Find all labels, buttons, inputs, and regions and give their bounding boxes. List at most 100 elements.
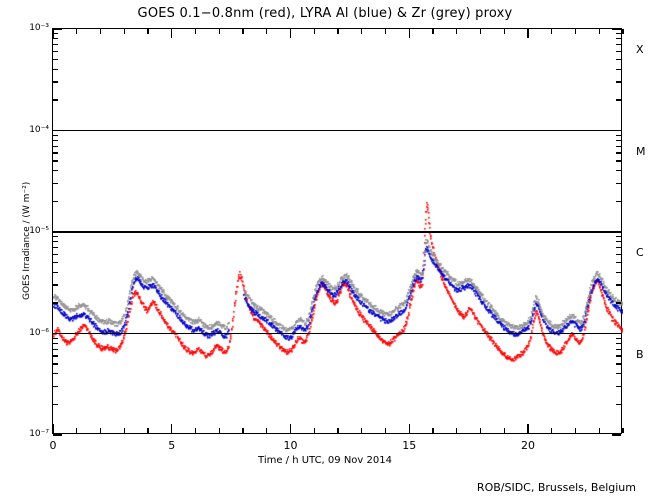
y-axis-label: GOES Irradiance / (W m⁻²) — [22, 181, 32, 300]
flare-class-label-m: M — [636, 144, 646, 158]
y-axis-tick — [53, 403, 58, 406]
x-axis-tick — [527, 424, 529, 433]
y-axis-tick — [616, 145, 621, 147]
x-axis-tick-label: 15 — [402, 439, 417, 452]
x-axis-tick — [527, 29, 529, 38]
y-axis-tick — [53, 38, 58, 40]
y-axis-tick — [53, 81, 58, 83]
y-axis-tick — [616, 247, 621, 249]
y-axis-tick — [616, 348, 621, 350]
y-axis-tick — [616, 253, 621, 256]
y-axis-tick — [616, 81, 621, 83]
y-axis-tick — [53, 58, 58, 61]
chart-title: GOES 0.1−0.8nm (red), LYRA Al (blue) & Z… — [137, 6, 513, 21]
x-axis-tick — [123, 428, 125, 433]
y-axis-tick — [53, 170, 58, 172]
y-axis-tick — [616, 403, 621, 406]
x-axis-tick — [99, 29, 102, 34]
x-axis-tick — [361, 29, 363, 34]
flare-class-label-c: C — [636, 246, 644, 260]
y-axis-tick — [616, 261, 621, 264]
x-axis-tick — [337, 428, 339, 433]
x-axis-tick — [479, 29, 482, 34]
y-axis-tick — [53, 182, 58, 185]
y-axis-tick — [616, 363, 621, 365]
x-axis-tick — [171, 29, 173, 38]
y-axis-tick — [616, 50, 621, 53]
x-axis-tick — [384, 29, 387, 34]
y-axis-tick — [53, 271, 58, 273]
x-axis-tick — [289, 424, 292, 433]
y-axis-tick-label: 10⁻⁴ — [29, 124, 49, 135]
x-axis-tick — [218, 29, 220, 34]
y-axis-tick-label: 10⁻⁶ — [29, 327, 49, 338]
y-axis-tick — [616, 160, 621, 162]
y-axis-tick — [53, 231, 62, 233]
y-axis-tick — [616, 99, 621, 101]
y-axis-tick — [53, 385, 58, 388]
y-axis-tick-label: 10⁻⁵ — [29, 226, 49, 236]
y-axis-tick — [616, 373, 621, 375]
x-axis-tick — [598, 29, 600, 34]
y-axis-tick-label: 10⁻³ — [29, 23, 49, 33]
y-axis-tick — [616, 284, 621, 286]
y-axis-tick — [616, 170, 621, 172]
x-axis-tick — [337, 29, 339, 34]
y-axis-tick — [616, 182, 621, 185]
y-axis-tick — [616, 38, 621, 40]
y-axis-tick — [53, 261, 58, 264]
y-axis-tick — [53, 152, 58, 154]
x-axis-tick — [574, 428, 577, 433]
plot-area: 10⁻⁷ 10⁻⁶ 10⁻⁵ 10⁻⁴ 10⁻³ 0 5 10 15 20 — [29, 23, 624, 452]
y-axis-tick — [53, 160, 58, 162]
y-axis-tick — [53, 44, 58, 46]
y-axis-tick — [616, 44, 621, 46]
y-axis-tick — [616, 152, 621, 154]
y-axis-tick — [53, 247, 58, 249]
x-axis-tick — [598, 428, 600, 433]
x-axis-tick — [408, 29, 410, 38]
x-axis-tick — [242, 29, 244, 34]
y-axis-tick — [53, 236, 58, 238]
y-axis-tick — [53, 342, 58, 344]
y-axis-tick — [612, 231, 621, 233]
x-axis-tick-label: 5 — [168, 439, 176, 452]
y-axis-tick — [53, 434, 62, 436]
y-axis-tick — [616, 58, 621, 61]
x-axis-tick-label: 20 — [521, 439, 535, 452]
y-axis-tick — [53, 302, 58, 304]
x-axis-tick — [218, 428, 220, 433]
x-axis-tick — [574, 29, 577, 34]
y-axis-tick — [53, 134, 58, 136]
y-axis-tick — [53, 355, 58, 357]
x-axis-tick — [313, 29, 315, 34]
y-axis-tick — [53, 332, 62, 335]
x-axis-tick — [408, 424, 410, 433]
y-axis-tick — [612, 332, 621, 335]
x-axis-tick — [171, 424, 173, 433]
y-axis-tick — [53, 145, 58, 147]
y-axis-tick — [616, 68, 621, 70]
y-axis-tick — [53, 99, 58, 101]
y-axis-tick — [53, 68, 58, 70]
x-axis-tick — [266, 29, 268, 34]
threshold-line — [53, 129, 621, 132]
x-axis-tick — [123, 29, 125, 34]
x-axis-tick — [76, 428, 78, 433]
x-axis-tick — [242, 428, 244, 433]
y-axis-tick — [616, 342, 621, 344]
y-axis-tick — [612, 129, 621, 132]
x-axis-label: Time / h UTC, 09 Nov 2014 — [258, 455, 392, 466]
y-axis-tick — [53, 200, 58, 203]
x-axis-tick — [503, 428, 505, 433]
x-axis-tick — [194, 29, 197, 34]
x-axis-tick — [456, 428, 458, 433]
y-axis-tick — [616, 33, 621, 35]
x-axis-tick — [551, 29, 553, 34]
x-axis-tick — [432, 29, 434, 34]
x-axis-tick — [76, 29, 78, 34]
y-axis-tick — [53, 337, 58, 339]
y-axis-tick — [616, 355, 621, 357]
flare-class-label-b: B — [636, 347, 644, 361]
